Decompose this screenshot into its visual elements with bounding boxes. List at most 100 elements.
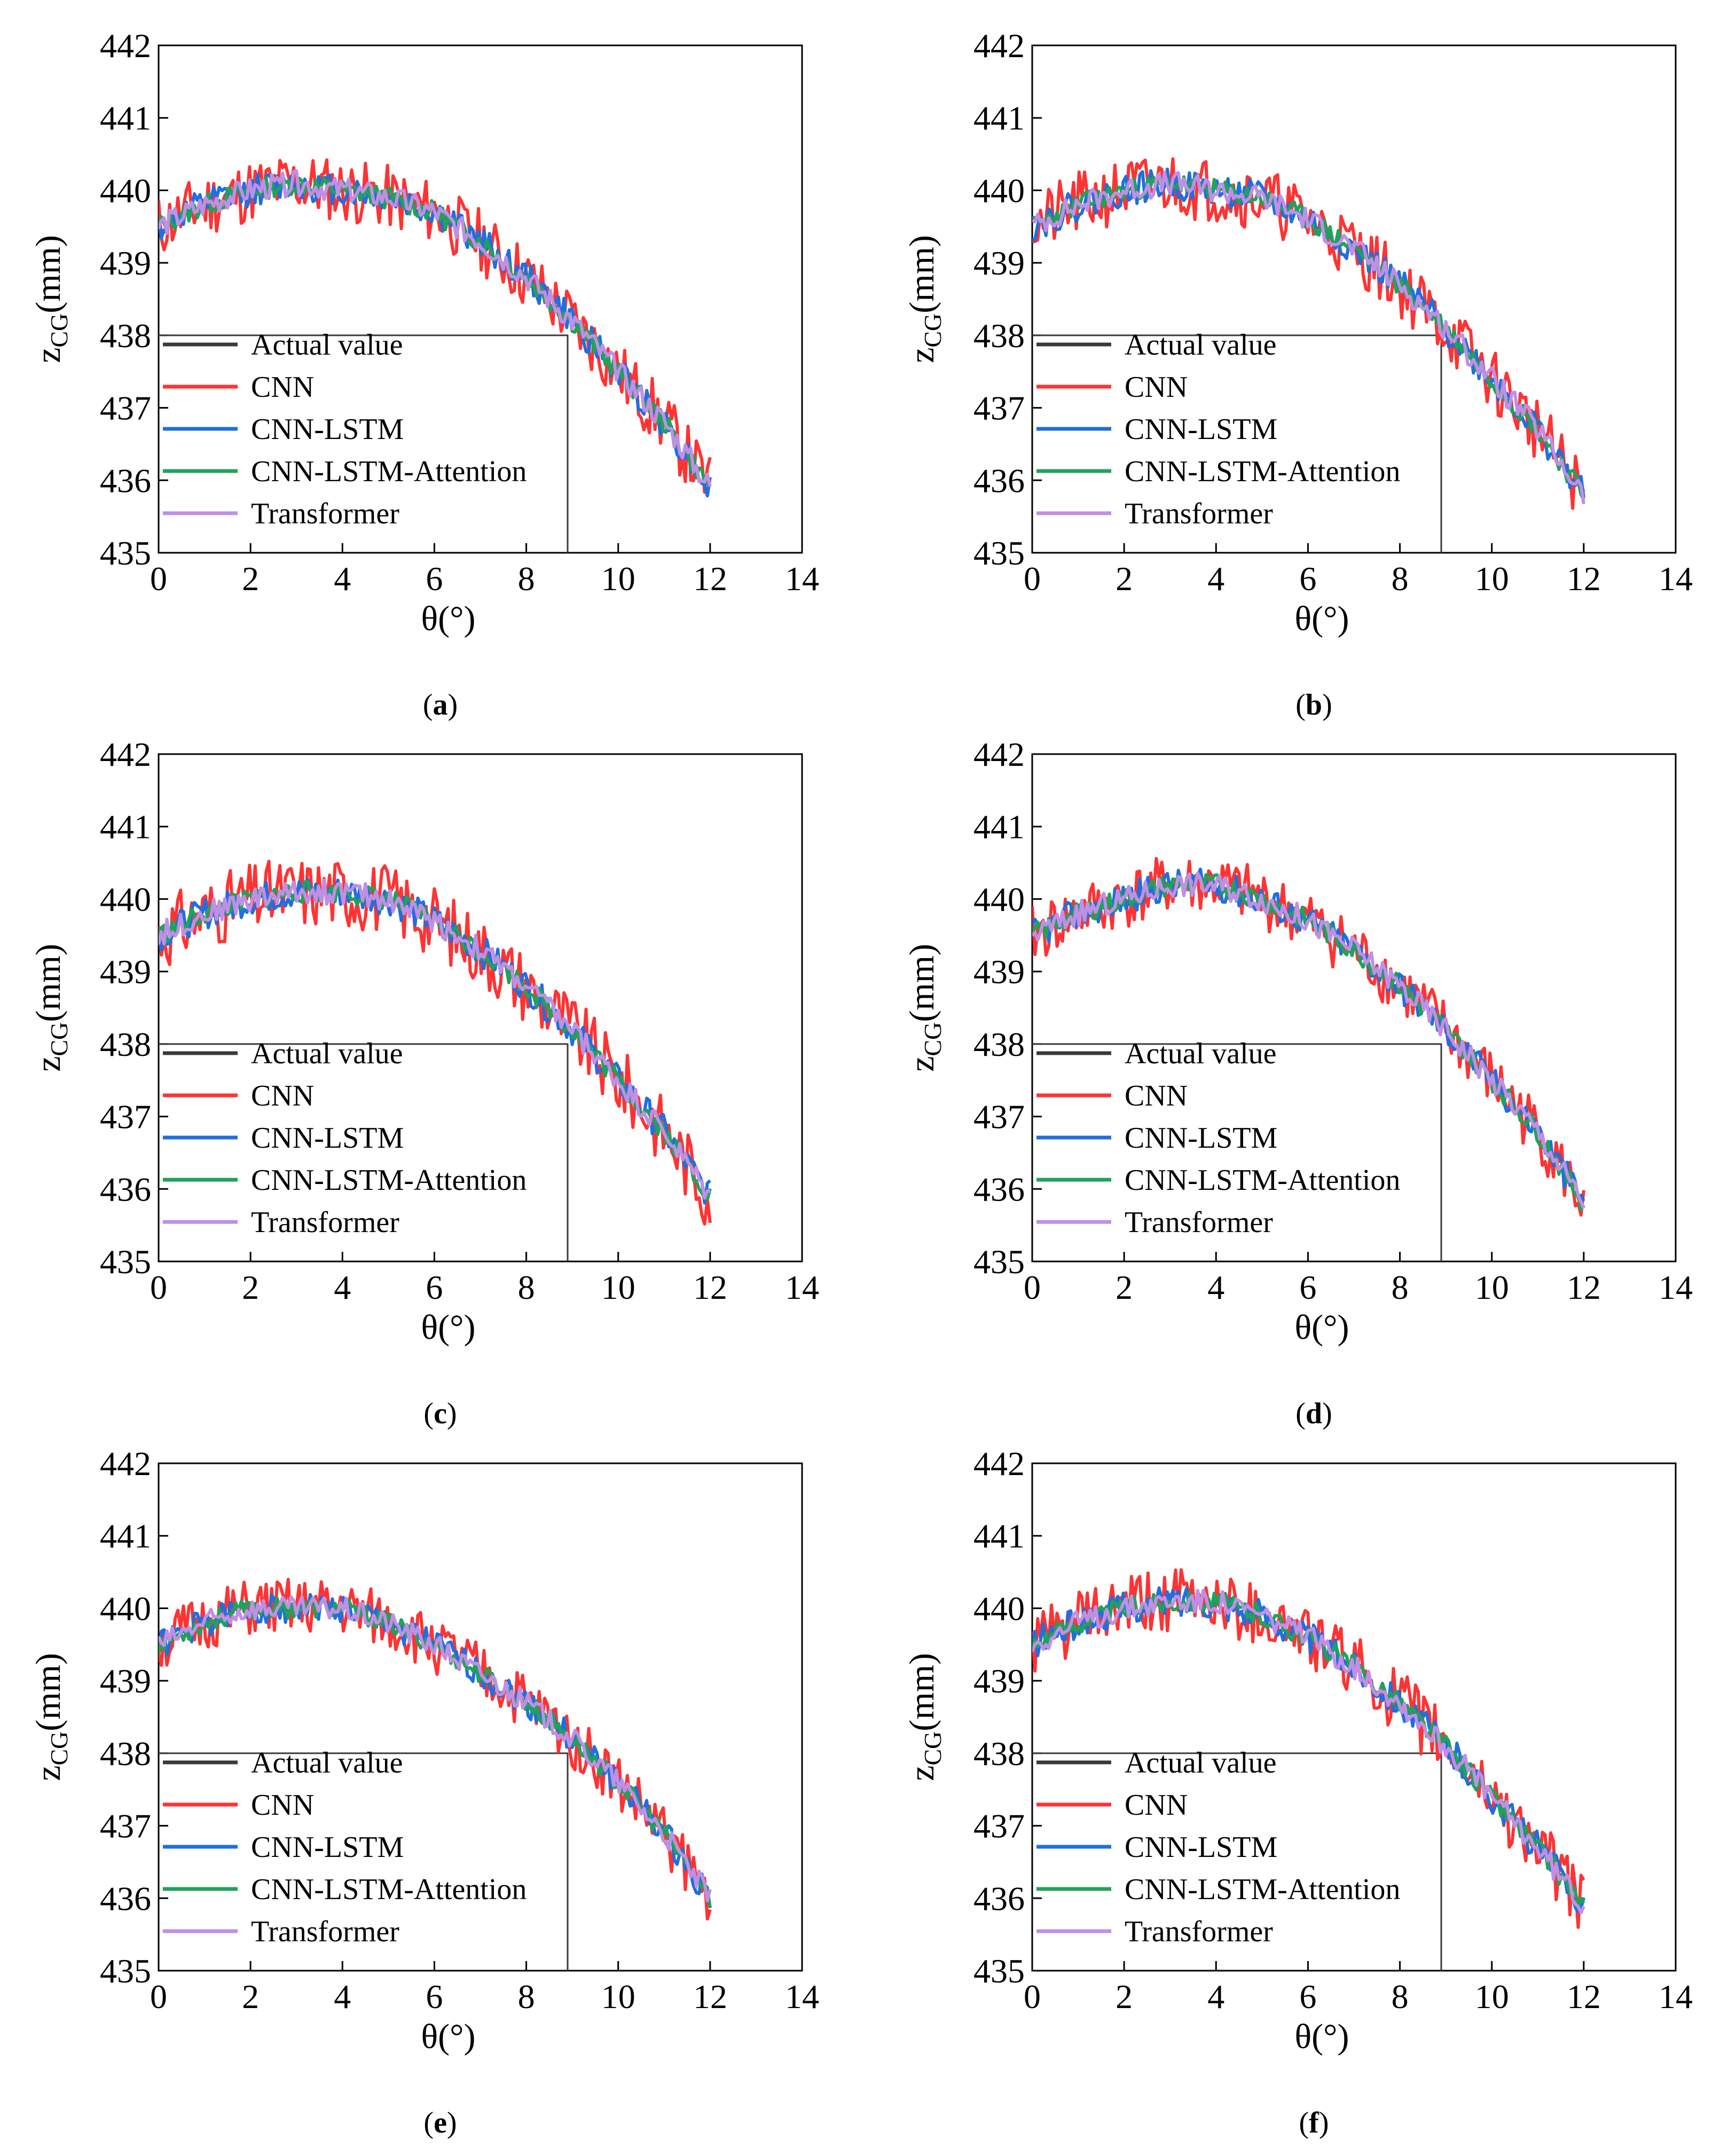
legend-label: CNN-LSTM-Attention	[251, 1873, 527, 1906]
x-tick-label: 2	[1116, 560, 1133, 598]
x-tick-label: 14	[1659, 1268, 1693, 1306]
x-tick-label: 14	[785, 560, 819, 598]
x-tick-label: 2	[242, 560, 259, 598]
x-tick-label: 12	[1567, 1268, 1601, 1306]
x-tick-label: 0	[150, 1268, 167, 1306]
legend-label: CNN	[251, 371, 314, 404]
x-axis-title: θ(°)	[1295, 1308, 1349, 1347]
x-tick-label: 14	[1659, 560, 1693, 598]
legend-label: CNN	[1125, 1789, 1188, 1822]
x-tick-label: 12	[693, 1978, 727, 2016]
x-tick-label: 2	[242, 1978, 259, 2016]
x-tick-label: 0	[150, 560, 167, 598]
legend-label: Transformer	[1125, 1915, 1273, 1948]
series-line-cnn	[159, 1578, 712, 1921]
x-tick-label: 8	[518, 1978, 535, 2016]
legend-label: Transformer	[251, 497, 399, 530]
x-tick-label: 10	[601, 1978, 635, 2016]
plot-frame	[1031, 1462, 1677, 1972]
x-tick-label: 4	[1207, 1268, 1224, 1306]
legend-label: CNN-LSTM-Attention	[1125, 1164, 1400, 1197]
x-tick-label: 6	[1299, 1268, 1316, 1306]
legend-label: Transformer	[251, 1915, 399, 1948]
series-line-cnn	[159, 859, 712, 1226]
x-tick-label: 0	[1024, 1978, 1041, 2016]
y-tick-label: 441	[973, 808, 1025, 846]
series-group	[1032, 1568, 1585, 1971]
y-axis-title: zCG(mm)	[29, 944, 73, 1072]
series-line-actual-value	[159, 1043, 569, 1261]
chart-panel-e: 0 2 4 6 8 10 12 14 435 436 437 438 439 440 441 442 θ(°) z…	[29, 1445, 819, 2139]
legend-label: Actual value	[251, 328, 403, 362]
x-tick-label: 4	[334, 1268, 351, 1306]
x-tick-label: 6	[426, 1268, 443, 1306]
y-axis-title: zCG(mm)	[902, 1653, 946, 1781]
y-tick-label: 440	[100, 1589, 151, 1627]
legend-label: CNN	[1125, 371, 1188, 404]
legend-label: CNN	[251, 1079, 314, 1112]
y-tick-label: 439	[973, 953, 1025, 991]
panel-caption: (e)	[423, 2106, 457, 2139]
y-tick-label: 440	[100, 171, 151, 209]
y-tick-label: 438	[973, 1025, 1025, 1063]
y-tick-label: 442	[973, 735, 1025, 773]
x-tick-label: 14	[785, 1268, 819, 1306]
legend-label: Transformer	[251, 1206, 399, 1239]
x-axis-title: θ(°)	[421, 2017, 476, 2056]
series-line-actual-value	[159, 1752, 569, 1971]
y-tick-label: 441	[973, 1517, 1025, 1555]
legend: Actual value CNN CNN-LSTM CNN-LSTM-Attentio…	[1036, 328, 1400, 530]
x-tick-label: 10	[1475, 560, 1509, 598]
y-tick-label: 436	[100, 461, 151, 499]
y-tick-label: 436	[973, 461, 1025, 499]
chart-panel-d: 0 2 4 6 8 10 12 14 435 436 437 438 439 440 441 442 θ(°) z…	[902, 735, 1693, 1430]
legend-label: CNN-LSTM-Attention	[251, 455, 527, 488]
y-tick-label: 439	[100, 244, 151, 282]
x-axis-title: θ(°)	[1295, 2017, 1349, 2056]
y-tick-label: 437	[973, 389, 1025, 427]
y-tick-label: 435	[100, 1952, 151, 1990]
y-tick-label: 441	[973, 99, 1025, 137]
y-axis-title: zCG(mm)	[29, 1653, 73, 1781]
legend-label: CNN	[1125, 1079, 1188, 1112]
legend-label: CNN	[251, 1789, 314, 1822]
y-tick-label: 440	[100, 880, 151, 918]
x-tick-label: 8	[1392, 560, 1409, 598]
y-tick-label: 435	[973, 534, 1025, 572]
y-tick-label: 436	[100, 1170, 151, 1208]
y-tick-label: 442	[100, 27, 151, 65]
legend-label: CNN-LSTM-Attention	[251, 1164, 527, 1197]
x-tick-label: 10	[601, 560, 635, 598]
plot-frame	[158, 44, 803, 554]
legend-label: Transformer	[1125, 497, 1273, 530]
panel-caption: (d)	[1295, 1397, 1332, 1430]
y-tick-label: 436	[973, 1879, 1025, 1917]
x-tick-label: 8	[1392, 1268, 1409, 1306]
x-tick-label: 12	[1567, 1978, 1601, 2016]
y-tick-label: 442	[973, 27, 1025, 65]
y-tick-label: 438	[973, 1735, 1025, 1773]
series-line-cnn-lstm	[159, 877, 711, 1205]
legend-label: CNN-LSTM	[1125, 1831, 1277, 1864]
x-tick-label: 2	[1116, 1268, 1133, 1306]
series-line-transformer	[159, 1595, 712, 1902]
y-tick-label: 438	[100, 1025, 151, 1063]
y-tick-label: 439	[100, 953, 151, 991]
x-tick-label: 2	[242, 1268, 259, 1306]
chart-panel-f: 0 2 4 6 8 10 12 14 435 436 437 438 439 440 441 442 θ(°) z…	[902, 1445, 1693, 2139]
plot-frame	[1031, 44, 1677, 554]
legend-label: CNN-LSTM-Attention	[1125, 1873, 1400, 1906]
y-tick-label: 437	[100, 1098, 151, 1136]
x-tick-label: 14	[1659, 1978, 1693, 2016]
y-tick-label: 435	[100, 1243, 151, 1281]
x-tick-label: 4	[334, 1978, 351, 2016]
y-tick-label: 435	[100, 534, 151, 572]
x-tick-label: 0	[1024, 560, 1041, 598]
y-tick-label: 438	[100, 317, 151, 355]
series-group	[159, 158, 712, 553]
legend: Actual value CNN CNN-LSTM CNN-LSTM-Attentio…	[163, 1746, 527, 1948]
y-tick-label: 439	[973, 244, 1025, 282]
y-tick-label: 440	[973, 1589, 1025, 1627]
legend-label: CNN-LSTM	[251, 1122, 404, 1155]
y-tick-label: 442	[100, 735, 151, 773]
